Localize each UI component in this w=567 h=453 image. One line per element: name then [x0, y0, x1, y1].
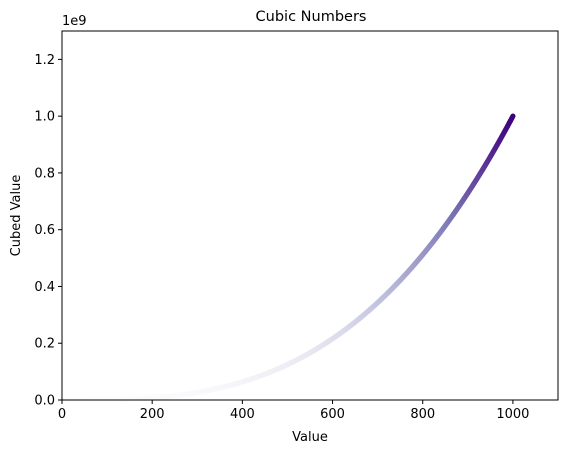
x-tick-label: 600: [320, 407, 345, 422]
x-tick-label: 1000: [496, 407, 529, 422]
x-tick-label: 800: [410, 407, 435, 422]
y-axis-ticks: 0.0 0.2 0.4 0.6 0.8 1.0 1.2: [34, 53, 62, 409]
plot-area-frame: [61, 30, 559, 401]
x-tick-label: 200: [140, 407, 165, 422]
y-tick-label: 0.8: [34, 166, 55, 181]
chart-title: Cubic Numbers: [256, 9, 367, 25]
x-axis-ticks: 0 200 400 600 800 1000: [58, 400, 529, 422]
y-tick-label: 0.6: [34, 223, 55, 238]
x-tick-label: 0: [58, 407, 66, 422]
y-tick-label: 0.0: [34, 394, 55, 409]
y-tick-label: 0.2: [34, 337, 55, 352]
y-tick-label: 1.2: [34, 53, 55, 68]
x-axis-label: Value: [292, 430, 328, 445]
data-point: [510, 113, 516, 119]
scatter-points: [59, 113, 516, 403]
y-tick-label: 1.0: [34, 110, 55, 125]
x-tick-label: 400: [230, 407, 255, 422]
y-tick-label: 0.4: [34, 280, 55, 295]
y-offset-text: 1e9: [62, 14, 87, 29]
y-axis-label: Cubed Value: [9, 175, 24, 257]
